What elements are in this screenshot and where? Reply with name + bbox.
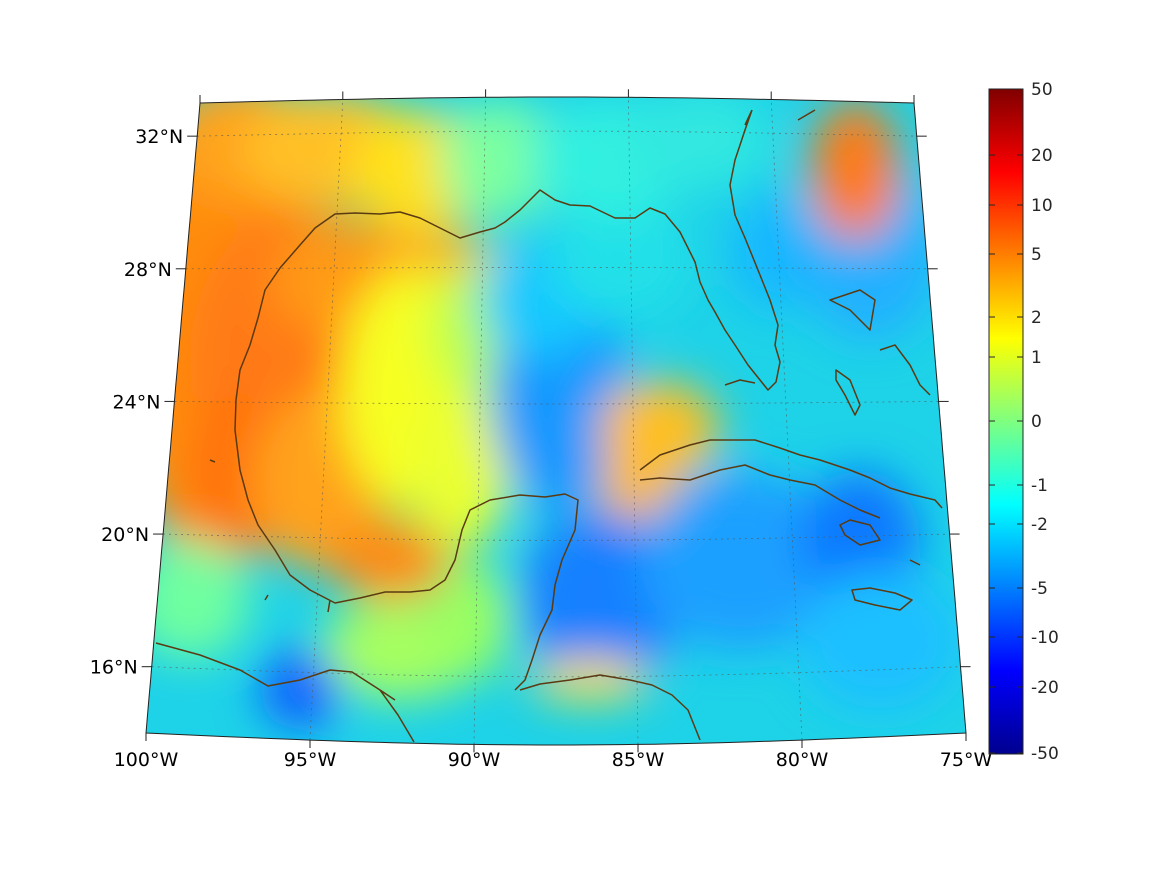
- colorbar-tick-label: 5: [1031, 245, 1042, 265]
- field-patch: [260, 650, 340, 730]
- field-patch: [630, 97, 770, 190]
- field-patch: [410, 390, 510, 550]
- lon-tick-label: 95°W: [284, 749, 337, 771]
- colorbar-tick-label: 50: [1031, 80, 1053, 100]
- lon-tick-label: 85°W: [612, 749, 665, 771]
- colorbar-tick-label: 0: [1031, 412, 1042, 432]
- field-patch: [520, 510, 680, 690]
- colorbar-tick-label: -5: [1031, 579, 1048, 599]
- graticule: [146, 97, 966, 745]
- latitude-labels: 32°N 28°N 24°N 20°N 16°N: [90, 126, 183, 679]
- field-patch: [640, 470, 840, 650]
- longitude-labels: 100°W 95°W 90°W 85°W 80°W 75°W: [114, 749, 993, 771]
- colorbar-tick-label: 2: [1031, 308, 1042, 328]
- colorbar-tick-label: 20: [1031, 146, 1053, 166]
- field-patch: [810, 100, 900, 240]
- lon-tick-label: 75°W: [940, 749, 993, 771]
- parallel-line: [174, 401, 939, 405]
- field-patch: [550, 200, 690, 320]
- field-patch: [146, 540, 250, 660]
- coast-gulf: [146, 109, 943, 743]
- colorbar-tick-label: -1: [1031, 476, 1048, 496]
- lon-tick-label: 90°W: [448, 749, 501, 771]
- field-patch: [330, 520, 450, 600]
- colorbar-tick-label: -10: [1031, 628, 1059, 648]
- lat-tick-label: 28°N: [124, 259, 172, 281]
- meridian-line: [309, 99, 344, 741]
- lon-tick-label: 80°W: [776, 749, 829, 771]
- colorbar-tick-label: -2: [1031, 515, 1048, 535]
- field-patch: [430, 560, 510, 680]
- field-patch: [530, 660, 650, 700]
- lon-tick-label: 100°W: [114, 749, 179, 771]
- colorbar-tick-label: -50: [1031, 744, 1059, 764]
- field-patch: [800, 570, 960, 710]
- colorbar-tick-label: -20: [1031, 678, 1059, 698]
- lat-tick-label: 16°N: [90, 657, 138, 679]
- frame-ticks: [141, 89, 971, 753]
- lat-tick-label: 32°N: [135, 126, 183, 148]
- colorbar-tick-label: 10: [1031, 196, 1053, 216]
- lat-tick-label: 20°N: [101, 524, 149, 546]
- meridian-line: [770, 99, 803, 741]
- coastlines: [146, 109, 943, 743]
- parallel-line: [163, 533, 950, 541]
- colorbar-tick-label: 1: [1031, 348, 1042, 368]
- parallel-line: [185, 267, 928, 270]
- field-patch: [440, 100, 560, 220]
- lat-tick-label: 24°N: [113, 391, 161, 413]
